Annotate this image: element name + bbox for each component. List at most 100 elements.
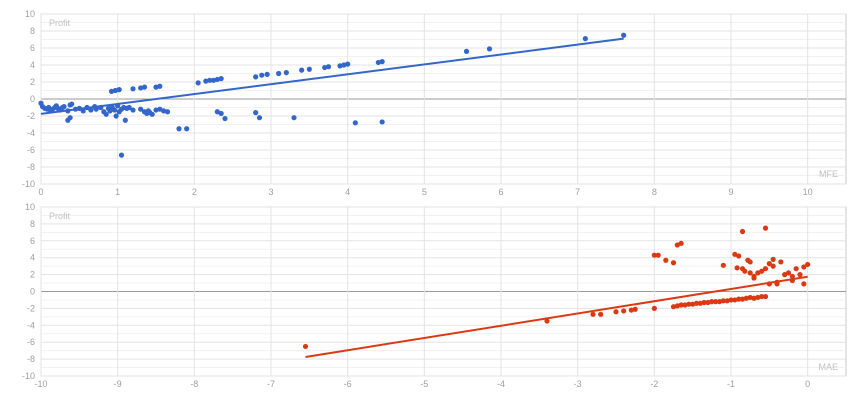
- mfe-chart-x-tick-label: 7: [575, 187, 580, 197]
- mae-chart-data-point: [742, 268, 748, 274]
- mfe-chart-data-point: [80, 108, 86, 114]
- mfe-chart-data-point: [138, 106, 144, 112]
- mfe-chart-data-point: [113, 113, 119, 119]
- mae-chart-data-point: [747, 259, 753, 265]
- mae-chart-x-tick-label: -4: [497, 379, 505, 389]
- mfe-chart-y-tick-label: 6: [30, 43, 35, 53]
- mae-chart-y-tick-label: -10: [22, 371, 35, 381]
- mae-chart-x-tick-label: 0: [805, 379, 810, 389]
- mae-chart-data-point: [797, 272, 803, 278]
- mae-chart-x-tick-label: -2: [650, 379, 658, 389]
- mfe-chart-data-point: [379, 119, 385, 125]
- mfe-chart-data-point: [157, 83, 163, 89]
- mfe-chart-data-point: [486, 46, 493, 52]
- mae-chart-data-point: [693, 300, 700, 306]
- mfe-chart-data-point: [195, 80, 201, 86]
- mae-chart-y-tick-label: -8: [27, 354, 35, 364]
- mae-chart-data-point: [762, 225, 769, 231]
- mfe-chart-x-tick-label: 4: [345, 187, 350, 197]
- mfe-chart-data-point: [65, 108, 71, 114]
- mae-chart-x-axis-label: MAE: [818, 362, 838, 372]
- mae-chart-x-tick-label: -5: [420, 379, 428, 389]
- mae-chart-data-point: [805, 261, 811, 268]
- mae-chart-y-tick-label: 2: [30, 270, 35, 280]
- mfe-chart-data-point: [325, 64, 332, 70]
- mfe-chart-data-point: [130, 107, 136, 113]
- mae-chart-y-tick-label: 4: [30, 253, 35, 263]
- mfe-chart-data-point: [112, 107, 118, 113]
- mae-chart-x-tick-label: -10: [34, 379, 47, 389]
- mfe-chart-data-point: [259, 72, 265, 78]
- mfe-chart-x-tick-label: 1: [115, 187, 120, 197]
- mae-chart-trendline: [305, 275, 808, 358]
- mae-chart-data-point: [801, 281, 807, 287]
- mae-chart-y-tick-label: 10: [25, 202, 35, 212]
- mae-chart-data-point: [759, 268, 765, 274]
- mae-chart-data-point: [686, 301, 692, 307]
- mae-chart-data-point: [302, 343, 309, 350]
- mfe-chart-trendline: [40, 37, 624, 115]
- mae-chart-y-tick-label: 0: [30, 287, 35, 297]
- mae-chart-data-point: [709, 299, 715, 305]
- mfe-chart-x-axis-label: MFE: [819, 169, 838, 179]
- mfe-chart-data-point: [176, 126, 182, 132]
- mfe-chart-data-point: [253, 74, 259, 80]
- mae-chart-y-tick-label: -6: [27, 337, 35, 347]
- mae-chart-data-point: [762, 293, 769, 300]
- mae-chart-data-point: [770, 263, 776, 269]
- mae-chart-data-point: [678, 240, 684, 246]
- mae-chart-data-point: [789, 273, 795, 279]
- mfe-chart-data-point: [345, 61, 351, 67]
- mfe-chart-data-point: [299, 67, 305, 73]
- mae-chart-x-tick-label: -7: [267, 379, 275, 389]
- mfe-chart-data-point: [141, 84, 148, 90]
- mfe-chart-data-point: [93, 106, 99, 112]
- mae-chart-x-tick-label: -3: [574, 379, 582, 389]
- mae-chart-data-point: [774, 281, 780, 287]
- mfe-chart-data-point: [306, 66, 312, 72]
- mae-chart-data-point: [713, 299, 719, 305]
- mfe-chart-y-tick-label: 0: [30, 94, 35, 104]
- mae-chart-x-tick-label: -1: [727, 379, 735, 389]
- mfe-chart-data-point: [621, 32, 627, 38]
- mfe-chart-data-point: [61, 104, 67, 110]
- mae-chart-data-point: [720, 262, 726, 268]
- mae-chart-data-point: [751, 273, 757, 279]
- mfe-chart-data-point: [291, 115, 297, 121]
- mae-chart-data-point: [766, 261, 772, 267]
- mae-chart-x-tick-label: -8: [190, 379, 198, 389]
- mae-chart-data-point: [663, 257, 669, 263]
- mfe-chart-data-point: [352, 120, 358, 126]
- mfe-chart-x-tick-label: 2: [192, 187, 197, 197]
- mfe-chart-data-point: [276, 70, 282, 77]
- mfe-chart-x-tick-label: 10: [803, 187, 813, 197]
- mfe-chart-data-point: [69, 101, 75, 107]
- mfe-chart-data-point: [116, 87, 122, 93]
- mfe-chart-data-point: [115, 103, 121, 109]
- mae-chart-data-point: [728, 297, 734, 303]
- mae-chart-grid: [40, 206, 847, 377]
- mae-chart-data-point: [651, 305, 657, 311]
- mae-chart-data-point: [621, 308, 627, 314]
- mfe-chart-data-point: [184, 126, 190, 132]
- mfe-chart-x-tick-label: 8: [652, 187, 657, 197]
- mfe-chart-x-tick-label: 3: [268, 187, 273, 197]
- mae-chart-data-point: [613, 309, 619, 315]
- mae-chart-data-point: [651, 252, 657, 258]
- mae-chart-y-tick-label: -4: [27, 320, 35, 330]
- mae-chart-data-point: [736, 253, 742, 259]
- mae-chart-data-point: [778, 259, 784, 265]
- mfe-chart-y-tick-label: 8: [30, 26, 35, 36]
- mae-chart-data-point: [770, 256, 776, 262]
- mfe-chart-data-point: [164, 109, 171, 115]
- mfe-chart-data-point: [130, 86, 136, 92]
- mfe-chart-y-tick-label: -6: [27, 145, 35, 155]
- mfe-chart-data-point: [88, 107, 94, 113]
- mae-chart-data-point: [678, 302, 684, 308]
- mae-chart-data-point: [632, 306, 638, 312]
- mfe-chart-y-tick-label: 4: [30, 60, 35, 70]
- mfe-chart-y-tick-label: -2: [27, 111, 35, 121]
- mae-chart-data-point: [655, 252, 661, 258]
- mae-chart-x-tick-label: -6: [344, 379, 352, 389]
